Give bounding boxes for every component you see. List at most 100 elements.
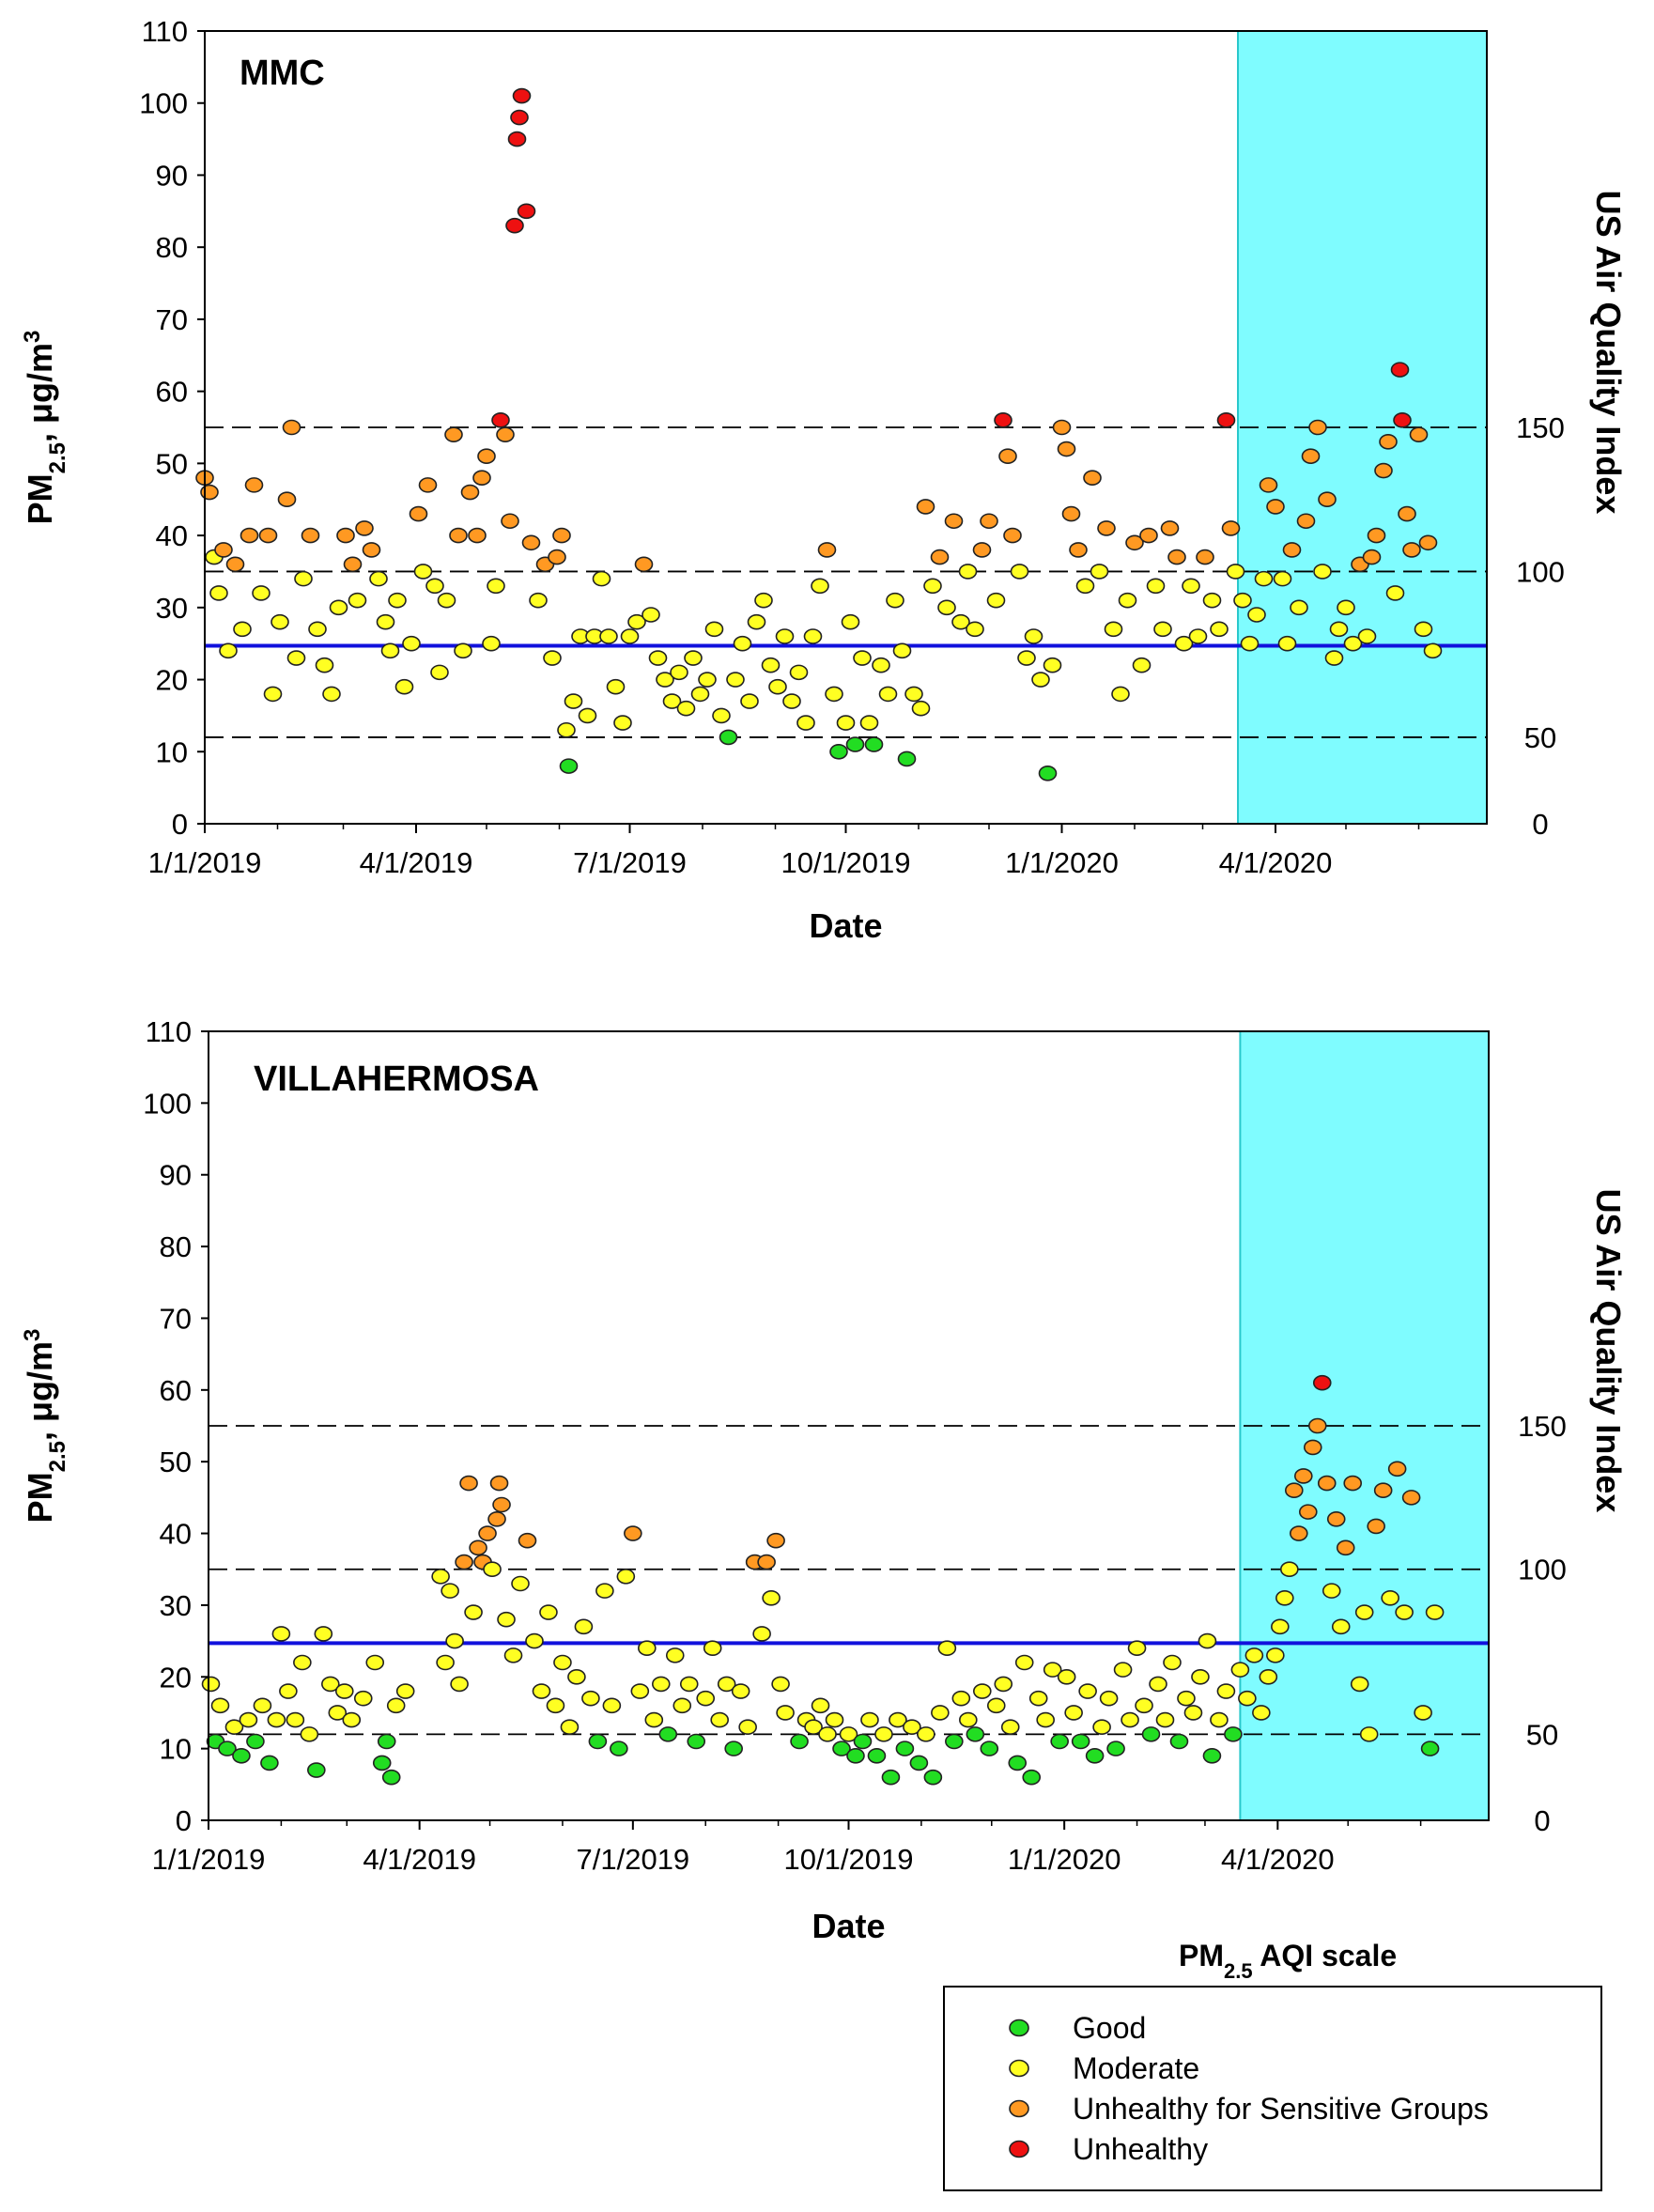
data-point: [239, 1711, 258, 1728]
data-point: [525, 1632, 544, 1649]
data-point: [431, 1569, 450, 1585]
data-point: [1324, 650, 1344, 666]
data-point: [322, 686, 341, 703]
data-point: [1312, 1374, 1332, 1391]
data-point: [972, 542, 992, 558]
data-point: [487, 1510, 506, 1527]
data-point: [1169, 1733, 1189, 1750]
data-point: [916, 499, 935, 515]
data-point: [425, 578, 444, 595]
x-tick-label: 1/1/2019: [152, 1843, 266, 1876]
data-point: [253, 1697, 272, 1714]
data-point: [1233, 592, 1252, 609]
data-point: [1061, 505, 1081, 522]
data-point: [267, 1711, 286, 1728]
x-tick-label: 1/1/2019: [148, 846, 262, 879]
data-point: [1336, 1539, 1355, 1556]
data-point: [1132, 657, 1152, 673]
x-axis-ticks: 1/1/2019 4/1/2019 7/1/2019 10/1/2019 1/1/202…: [152, 1820, 1422, 1876]
x-tick-label: 1/1/2020: [1005, 846, 1119, 879]
legend-label-moderate: Moderate: [1073, 2051, 1199, 2085]
data-point: [627, 613, 646, 630]
data-point: [1003, 527, 1022, 544]
data-point: [672, 1697, 692, 1714]
data-point: [1367, 527, 1386, 544]
data-point: [846, 1747, 865, 1764]
data-point: [703, 1640, 722, 1657]
data-point: [1425, 1604, 1445, 1620]
data-point: [1092, 1719, 1111, 1736]
data-points: [195, 87, 1443, 781]
y-tick-label: 60: [156, 376, 188, 409]
legend-marker-moderate: [1009, 2059, 1029, 2078]
data-point: [1385, 585, 1405, 601]
data-point: [634, 556, 654, 573]
data-point: [201, 1676, 221, 1693]
data-point: [477, 448, 496, 464]
aqi-axis-ticks: 0 50 100 150: [1516, 411, 1565, 841]
data-point: [1043, 657, 1062, 673]
data-point: [811, 578, 829, 595]
data-point: [651, 1676, 671, 1693]
data-point: [511, 1575, 530, 1592]
data-point: [897, 750, 917, 767]
data-point: [445, 1632, 464, 1649]
data-point: [224, 1719, 244, 1736]
data-point: [321, 1676, 340, 1693]
data-point: [1254, 570, 1274, 587]
data-point: [464, 1604, 483, 1620]
data-point: [1160, 520, 1180, 536]
right-axis-title: US Air Quality Index: [1589, 191, 1628, 515]
data-point: [1402, 542, 1421, 558]
data-point: [539, 1604, 558, 1620]
data-point: [642, 607, 660, 623]
x-axis-title: Date: [809, 906, 882, 945]
data-point: [1414, 621, 1433, 638]
data-point: [507, 131, 527, 147]
data-point: [1031, 672, 1050, 688]
data-point: [909, 1755, 929, 1771]
data-point: [386, 1697, 406, 1714]
data-point: [1221, 520, 1241, 536]
aqi-tick-label: 50: [1526, 1718, 1558, 1751]
data-point: [994, 1676, 1013, 1693]
data-point: [740, 693, 759, 709]
data-point: [413, 564, 433, 580]
data-point: [1000, 1719, 1020, 1736]
data-point: [670, 664, 688, 681]
data-point: [1083, 470, 1102, 487]
data-point: [469, 1539, 487, 1556]
data-point: [1381, 1589, 1399, 1606]
data-point: [1244, 1647, 1264, 1663]
data-point: [860, 1711, 879, 1728]
data-point: [1069, 542, 1088, 558]
data-point: [328, 1705, 348, 1721]
x-tick-label: 1/1/2020: [1008, 1843, 1121, 1876]
data-point: [710, 1711, 730, 1728]
data-point: [1024, 628, 1043, 644]
data-point: [1036, 1711, 1055, 1728]
data-point: [483, 1561, 502, 1578]
data-point: [1293, 1468, 1313, 1484]
data-point: [630, 1683, 650, 1699]
data-point: [766, 1532, 785, 1549]
data-point: [980, 513, 998, 530]
data-point: [233, 621, 252, 638]
data-point: [804, 1719, 823, 1736]
data-point: [1420, 1740, 1440, 1756]
data-point: [958, 564, 978, 580]
data-point: [731, 1683, 750, 1699]
data-point: [1379, 434, 1398, 450]
data-point: [418, 477, 438, 493]
data-point: [775, 628, 795, 644]
data-point: [286, 1711, 305, 1728]
aqi-tick-label: 0: [1534, 1804, 1550, 1837]
data-point: [874, 1726, 893, 1742]
legend: Good Moderate Unhealthy for Sensitive Grou…: [943, 1986, 1602, 2191]
data-point: [1075, 578, 1095, 595]
data-point: [771, 1676, 790, 1693]
y-tick-label: 90: [160, 1159, 192, 1192]
data-point: [529, 592, 548, 609]
y-tick-label: 20: [156, 664, 188, 697]
data-point: [293, 1654, 312, 1671]
